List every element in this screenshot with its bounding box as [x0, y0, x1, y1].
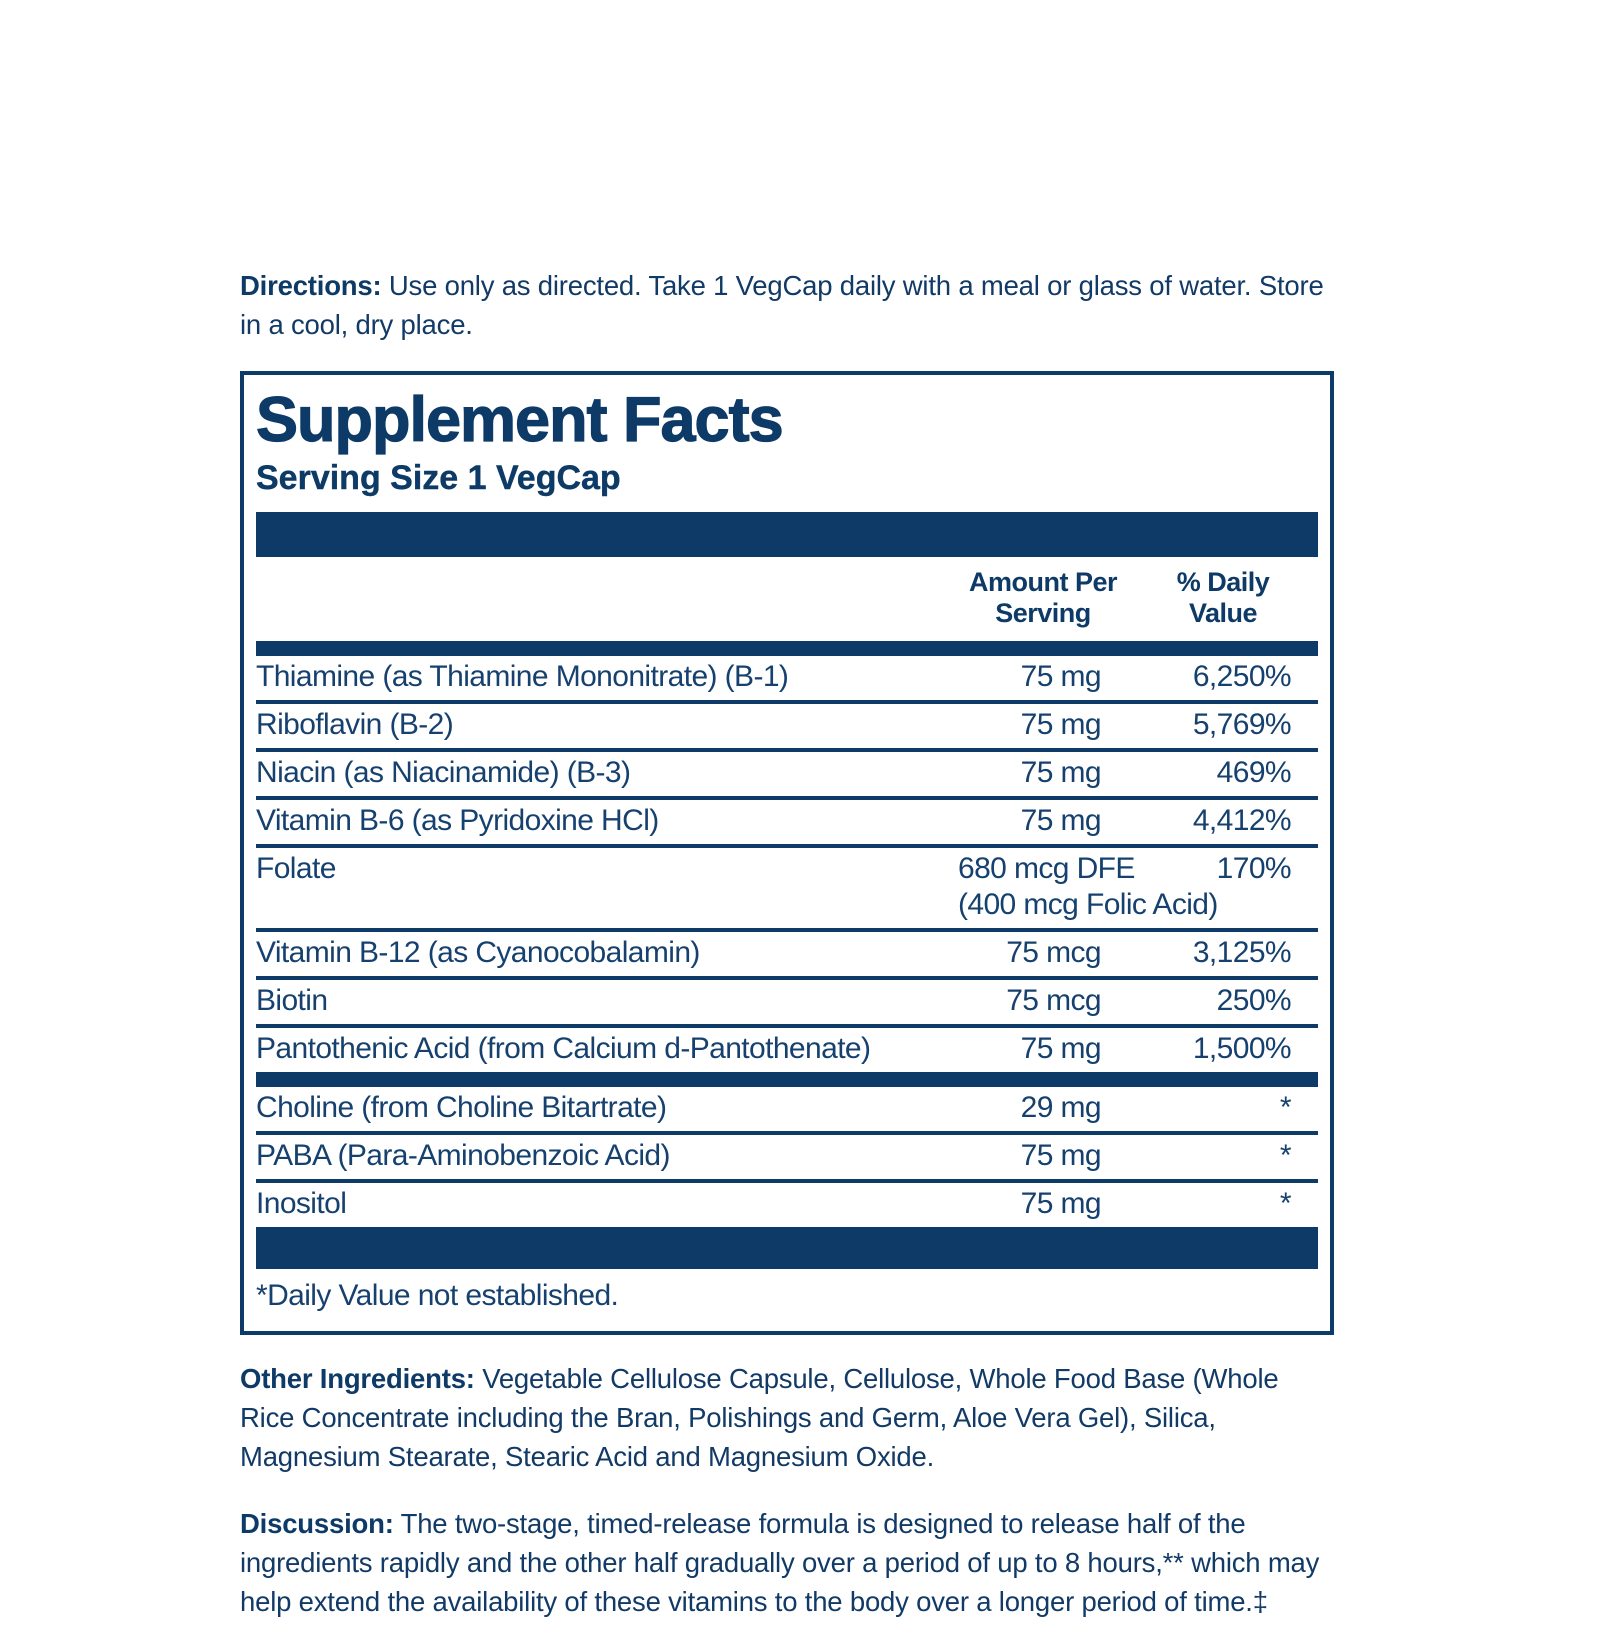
nutrient-amount: 75 mg [1020, 1032, 1102, 1066]
discussion-label: Discussion: [240, 1507, 394, 1539]
row-separator [256, 700, 1318, 705]
row-separator [256, 748, 1318, 753]
table-row: Folate 680 mcg DFE (400 mcg Folic Acid) 170… [256, 848, 1318, 928]
row-separator [256, 1131, 1318, 1136]
nutrient-amount: 75 mg [1020, 708, 1102, 742]
nutrient-amount: 75 mg [1020, 804, 1102, 838]
row-separator [256, 1179, 1318, 1184]
label-content: Directions: Use only as directed. Take 1… [240, 238, 1334, 1648]
nutrient-name: PABA (Para-Aminobenzoic Acid) [256, 1139, 671, 1173]
table-row: Choline (from Choline Bitartrate) 29 mg * [256, 1087, 1318, 1131]
nutrient-amount: 75 mg [1020, 660, 1102, 694]
footer-bar [256, 1227, 1318, 1270]
other-ingredients-paragraph: Other Ingredients: Vegetable Cellulose C… [240, 1359, 1334, 1476]
row-separator [256, 1024, 1318, 1029]
nutrient-amount: 75 mcg [1006, 936, 1101, 970]
row-separator [256, 796, 1318, 801]
nutrient-amount: 75 mg [1020, 1187, 1102, 1221]
directions-label: Directions: [240, 269, 382, 301]
table-row: PABA (Para-Aminobenzoic Acid) 75 mg * [256, 1135, 1318, 1179]
label-page: Directions: Use only as directed. Take 1… [240, 269, 1334, 1617]
table-row: Vitamin B-12 (as Cyanocobalamin) 75 mcg 3,… [256, 932, 1318, 976]
other-ingredients-text: Vegetable Cellulose Capsule, Cellulose, … [240, 1363, 1279, 1473]
discussion-text: The two-stage, timed-release formula is … [240, 1507, 1320, 1617]
section-divider-bar [256, 1072, 1318, 1088]
discussion-paragraph: Discussion: The two-stage, timed-release… [240, 1504, 1334, 1621]
column-header-amount: Amount Per Serving [968, 567, 1118, 629]
nutrient-daily-value: 250% [1216, 984, 1292, 1018]
nutrient-daily-value: 6,250% [1192, 660, 1292, 694]
nutrient-name: Vitamin B-12 (as Cyanocobalamin) [256, 936, 700, 970]
nutrient-name: Pantothenic Acid (from Calcium d-Pantoth… [256, 1032, 871, 1066]
nutrient-name: Folate [256, 852, 336, 886]
nutrient-name: Inositol [256, 1187, 347, 1221]
nutrient-amount: 75 mg [1020, 756, 1102, 790]
header-divider-bar [256, 641, 1318, 657]
nutrient-name: Niacin (as Niacinamide) (B-3) [256, 756, 631, 790]
column-header-row: Amount Per Serving % Daily Value [256, 557, 1318, 641]
row-separator [256, 976, 1318, 981]
nutrient-name: Thiamine (as Thiamine Mononitrate) (B-1) [256, 660, 789, 694]
table-row: Pantothenic Acid (from Calcium d-Pantoth… [256, 1028, 1318, 1072]
table-row: Vitamin B-6 (as Pyridoxine HCl) 75 mg 4,41… [256, 800, 1318, 844]
supplement-facts-panel: Supplement Facts Serving Size 1 VegCap A… [240, 371, 1334, 1336]
nutrient-daily-value: * [1279, 1091, 1292, 1125]
column-header-daily-value: % Daily Value [1176, 567, 1270, 629]
row-separator [256, 928, 1318, 933]
nutrient-daily-value: 5,769% [1192, 708, 1292, 742]
nutrient-daily-value: * [1279, 1187, 1292, 1221]
nutrient-name: Vitamin B-6 (as Pyridoxine HCl) [256, 804, 659, 838]
nutrient-name: Biotin [256, 984, 328, 1018]
nutrient-amount-line2: (400 mcg Folic Acid) [958, 888, 1218, 922]
table-row: Niacin (as Niacinamide) (B-3) 75 mg 469% [256, 752, 1318, 796]
serving-size: Serving Size 1 VegCap [256, 459, 621, 498]
nutrient-daily-value: * [1279, 1139, 1292, 1173]
header-bar [256, 512, 1318, 558]
nutrient-daily-value: 170% [1216, 852, 1292, 886]
nutrient-amount: 75 mcg [1006, 984, 1101, 1018]
nutrient-name: Choline (from Choline Bitartrate) [256, 1091, 667, 1125]
nutrient-rows-secondary: Choline (from Choline Bitartrate) 29 mg * P… [256, 1087, 1318, 1227]
table-row: Riboflavin (B-2) 75 mg 5,769% [256, 704, 1318, 748]
nutrient-amount: 29 mg [1020, 1091, 1102, 1125]
nutrient-daily-value: 469% [1216, 756, 1292, 790]
other-ingredients-label: Other Ingredients: [240, 1363, 475, 1395]
daily-value-footnote: *Daily Value not established. [256, 1279, 619, 1313]
nutrient-amount: 680 mcg DFE (400 mcg Folic Acid) [958, 852, 1218, 922]
nutrient-name: Riboflavin (B-2) [256, 708, 454, 742]
directions-paragraph: Directions: Use only as directed. Take 1… [240, 266, 1334, 344]
nutrient-rows-main: Thiamine (as Thiamine Mononitrate) (B-1)… [256, 656, 1318, 1072]
row-separator [256, 844, 1318, 849]
nutrient-daily-value: 4,412% [1192, 804, 1292, 838]
nutrient-daily-value: 3,125% [1192, 936, 1292, 970]
panel-title: Supplement Facts [255, 385, 784, 455]
nutrient-daily-value: 1,500% [1192, 1032, 1292, 1066]
table-row: Thiamine (as Thiamine Mononitrate) (B-1)… [256, 656, 1318, 700]
nutrient-amount: 75 mg [1020, 1139, 1102, 1173]
directions-text: Use only as directed. Take 1 VegCap dail… [240, 269, 1324, 340]
table-row: Inositol 75 mg * [256, 1183, 1318, 1227]
table-row: Biotin 75 mcg 250% [256, 980, 1318, 1024]
